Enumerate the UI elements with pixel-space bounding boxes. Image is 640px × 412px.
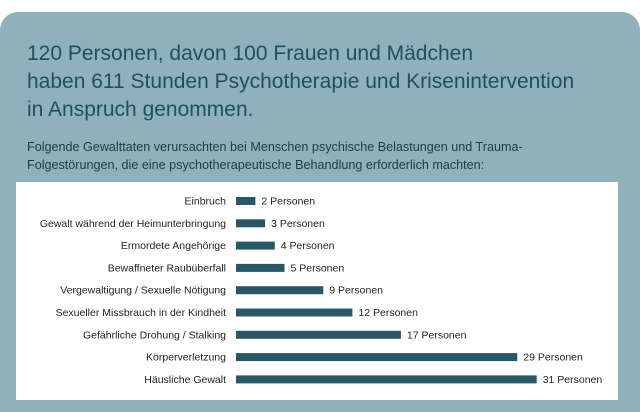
bar: [236, 197, 256, 205]
headline-line-2: haben 611 Stunden Psychotherapie und Kri…: [27, 70, 575, 93]
value-label: 17 Personen: [407, 329, 467, 341]
intro-line-1: Folgende Gewalttaten verursachten bei Me…: [27, 140, 523, 154]
bar: [236, 353, 518, 362]
value-label: 12 Personen: [358, 307, 418, 319]
category-label: Gewalt während der Heimunterbringung: [40, 218, 226, 230]
headline-line-3: in Anspruch genommen.: [27, 98, 254, 121]
category-label: Einbruch: [185, 196, 227, 208]
value-label: 5 Personen: [291, 262, 345, 274]
category-label: Ermordete Angehörige: [121, 240, 226, 252]
chart-panel: Einbruch 2 Personen Gewalt während der Hei…: [16, 182, 618, 400]
category-label: Bewaffneter Raubüberfall: [108, 262, 226, 274]
value-label: 3 Personen: [271, 218, 325, 230]
category-label: Körperverletzung: [146, 352, 226, 364]
value-label: 31 Personen: [543, 374, 603, 386]
bar: [236, 375, 537, 384]
category-label: Häusliche Gewalt: [144, 374, 226, 386]
bar: [236, 286, 324, 295]
category-label: Vergewaltigung / Sexuelle Nötigung: [60, 285, 226, 297]
category-label: Gefährliche Drohung / Stalking: [83, 329, 226, 341]
category-label: Sexueller Missbrauch in der Kindheit: [56, 307, 227, 319]
bar: [236, 219, 266, 228]
bar: [236, 263, 285, 272]
bar: [236, 241, 275, 250]
value-label: 29 Personen: [523, 352, 583, 364]
bar-chart: Einbruch 2 Personen Gewalt während der Hei…: [40, 196, 603, 386]
headline: 120 Personen, davon 100 Frauen und Mädch…: [27, 40, 617, 124]
headline-line-1: 120 Personen, davon 100 Frauen und Mädch…: [27, 42, 473, 65]
value-label: 2 Personen: [261, 196, 315, 208]
value-label: 9 Personen: [329, 285, 383, 297]
value-label: 4 Personen: [281, 240, 335, 252]
bar: [236, 308, 353, 317]
intro-text: Folgende Gewalttaten verursachten bei Me…: [27, 138, 617, 174]
bar: [236, 330, 401, 339]
intro-line-2: Folgestörungen, die eine psychotherapeut…: [27, 158, 485, 172]
